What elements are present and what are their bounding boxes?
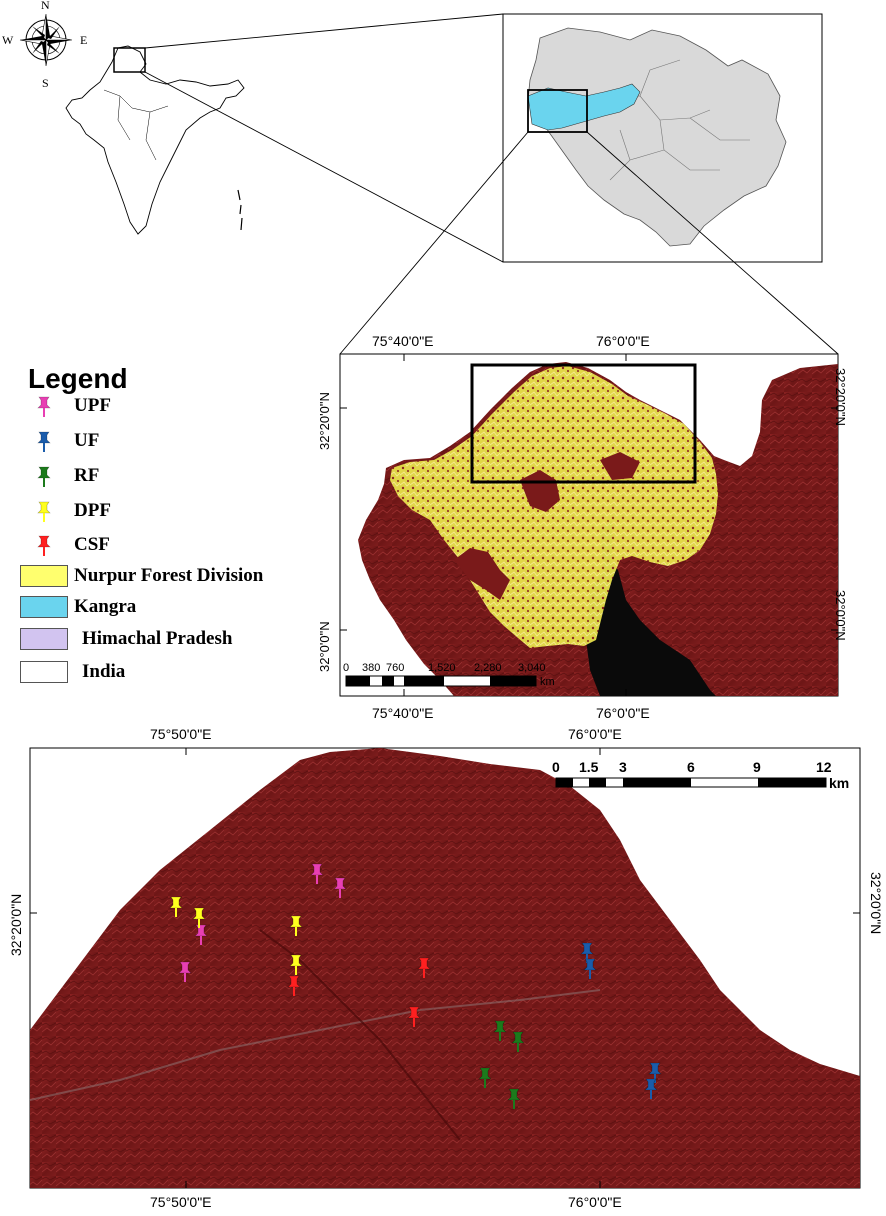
bottom-lat-right: 32°20'0"N (868, 872, 884, 935)
bottom-scale-5: 12 (816, 759, 832, 775)
bottom-scale-2: 3 (619, 759, 627, 775)
bottom-lon-top-2: 76°0'0"E (568, 726, 622, 742)
legend-area-swatch (20, 628, 68, 650)
legend-area-label: India (82, 661, 126, 682)
legend-upf-label: UPF (74, 395, 111, 416)
mid-lon-top-2: 76°0'0"E (596, 333, 650, 349)
site-dpf-pushpin-icon (289, 954, 303, 975)
site-uf-pushpin-icon (648, 1062, 662, 1083)
site-rf-pushpin-icon (493, 1020, 507, 1041)
site-csf-pushpin-icon (287, 975, 301, 996)
mid-scale-unit: km (540, 676, 555, 688)
legend-title: Legend (28, 363, 128, 394)
study-area-map (29, 748, 860, 1188)
bottom-scale-0: 0 (552, 759, 560, 775)
site-csf-pushpin-icon (417, 957, 431, 978)
site-upf-pushpin-icon (178, 961, 192, 982)
site-uf-pushpin-icon (583, 958, 597, 979)
legend-csf-label: CSF (74, 534, 110, 555)
mid-lon-top-1: 75°40'0"E (372, 333, 434, 349)
compass-west-label: W (2, 33, 14, 47)
mid-scale-1: 380 (362, 662, 381, 674)
site-dpf-pushpin-icon (169, 896, 183, 917)
compass-north-label: N (41, 0, 50, 12)
nurpur-region-map (340, 354, 838, 696)
bottom-scale-1: 1.5 (579, 759, 599, 775)
legend-rf-pushpin-icon (36, 466, 52, 493)
sample-sites (169, 863, 662, 1109)
mid-scale-2: 760 (386, 662, 405, 674)
site-upf-pushpin-icon (310, 863, 324, 884)
legend-area-label: Nurpur Forest Division (74, 565, 264, 586)
india-map (65, 45, 245, 235)
mid-lat-left-1: 32°20'0"N (317, 392, 332, 450)
site-dpf-pushpin-icon (289, 915, 303, 936)
mid-lat-right-1: 32°20'0"N (833, 368, 848, 426)
mid-lat-right-2: 32°0'0"N (833, 590, 848, 641)
site-uf-pushpin-icon (580, 942, 594, 963)
legend-dpf-label: DPF (74, 500, 111, 521)
legend-csf-pushpin-icon (36, 535, 52, 562)
legend-rf-label: RF (74, 465, 100, 486)
compass-south-label: S (42, 76, 49, 90)
bottom-lat-left: 32°20'0"N (8, 893, 24, 956)
mid-scale-5: 3,040 (518, 662, 546, 674)
mid-scale-4: 2,280 (474, 662, 502, 674)
bottom-scale-unit: km (829, 775, 850, 791)
legend-upf-pushpin-icon (36, 396, 52, 423)
legend-area-swatch (20, 596, 68, 618)
bottom-scale-3: 6 (687, 759, 695, 775)
bottom-scale-4: 9 (753, 759, 761, 775)
site-rf-pushpin-icon (507, 1088, 521, 1109)
site-dpf-pushpin-icon (192, 907, 206, 928)
mid-scale-3: 1,520 (428, 662, 456, 674)
legend-area-label: Kangra (74, 596, 137, 617)
legend-uf-label: UF (74, 430, 100, 451)
bottom-lon-bottom-1: 75°50'0"E (150, 1194, 212, 1210)
mid-lon-bottom-2: 76°0'0"E (596, 705, 650, 721)
mid-scale-0: 0 (343, 662, 350, 674)
site-rf-pushpin-icon (511, 1031, 525, 1052)
legend-area-swatch (20, 661, 68, 683)
bottom-lon-bottom-2: 76°0'0"E (568, 1194, 622, 1210)
himachal-pradesh-map (527, 27, 787, 247)
compass-rose (19, 13, 73, 67)
site-upf-pushpin-icon (333, 877, 347, 898)
legend-area-label: Himachal Pradesh (82, 628, 233, 649)
mid-lon-bottom-1: 75°40'0"E (372, 705, 434, 721)
site-csf-pushpin-icon (407, 1006, 421, 1027)
site-rf-pushpin-icon (478, 1067, 492, 1088)
site-uf-pushpin-icon (644, 1078, 658, 1099)
compass-east-label: E (80, 33, 88, 47)
legend-uf-pushpin-icon (36, 431, 52, 458)
mid-lat-left-2: 32°0'0"N (317, 621, 332, 672)
legend-dpf-pushpin-icon (36, 501, 52, 528)
legend-area-swatch (20, 565, 68, 587)
bottom-lon-top-1: 75°50'0"E (150, 726, 212, 742)
